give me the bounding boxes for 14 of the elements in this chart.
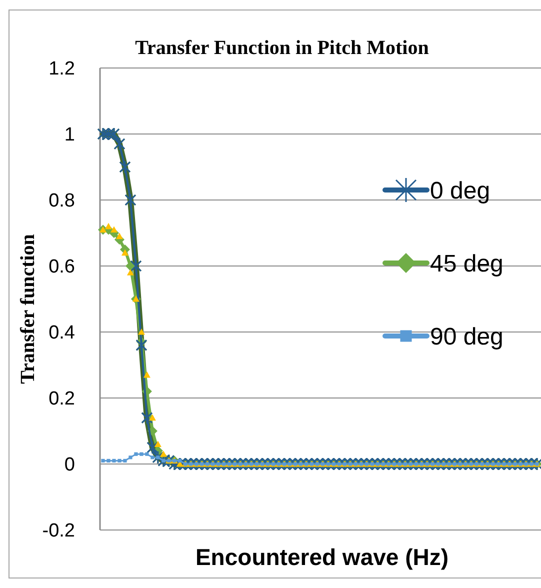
legend-label: 0 deg [430,177,490,204]
y-tick-label: 0.6 [48,256,75,278]
legend-label: 45 deg [430,250,504,278]
y-tick-label: 0.2 [48,388,75,410]
y-tick-label: -0.2 [42,520,75,542]
y-tick-label: 0 [64,454,75,476]
chart-title: Transfer Function in Pitch Motion [135,37,429,59]
y-axis-title: Transfer function [17,234,39,384]
legend-label: 90 deg [430,323,504,350]
y-tick-label: 1 [64,124,75,146]
y-tick-label: 0.4 [48,322,76,344]
y-tick-label: 1.2 [48,58,75,80]
y-tick-label: 0.8 [48,190,75,212]
x-axis-title: Encountered wave (Hz) [195,544,449,570]
